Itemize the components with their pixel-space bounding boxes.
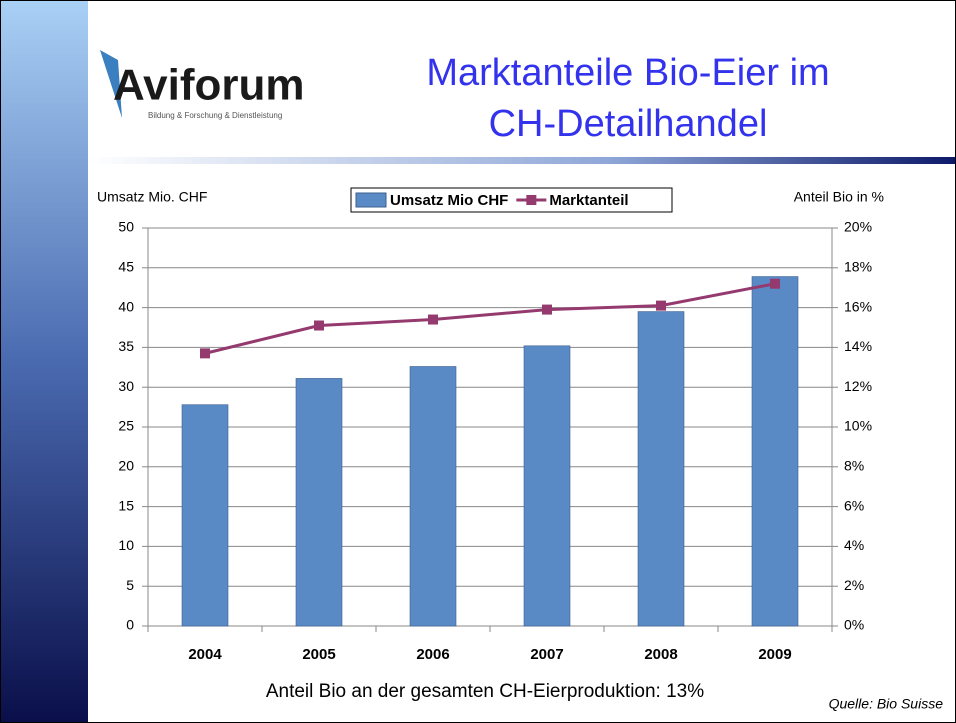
x-tick-label: 2009 xyxy=(758,646,791,663)
y2-tick-label: 0% xyxy=(844,617,864,633)
x-tick-label: 2008 xyxy=(644,646,677,663)
y-tick-label: 35 xyxy=(118,338,134,354)
footnote: Anteil Bio an der gesamten CH-Eierproduk… xyxy=(266,681,704,702)
y-tick-label: 20 xyxy=(118,458,134,474)
line xyxy=(204,282,776,355)
y2-tick-label: 12% xyxy=(844,378,872,394)
marker xyxy=(542,304,552,315)
marker xyxy=(200,348,210,359)
legend-swatch xyxy=(355,192,387,208)
bar xyxy=(295,378,343,627)
x-tick-label: 2007 xyxy=(530,646,563,663)
legend-label: Marktanteil xyxy=(549,192,628,209)
marker xyxy=(656,300,666,311)
logo-tagline: Bildung & Forschung & Dienstleistung xyxy=(148,111,282,120)
chart-title: Marktanteile Bio-Eier im xyxy=(426,52,829,94)
y2-tick-label: 8% xyxy=(844,458,864,474)
y2-tick-label: 10% xyxy=(844,418,872,434)
logo-name: Aviforum xyxy=(113,61,305,110)
legend-box xyxy=(350,187,673,213)
bar xyxy=(751,276,799,627)
chart-title: CH-Detailhandel xyxy=(489,103,768,145)
y-tick-label: 0 xyxy=(126,617,134,633)
title-rule xyxy=(88,157,955,164)
logo-mark xyxy=(100,50,122,118)
marker xyxy=(770,278,780,289)
y2-tick-label: 16% xyxy=(844,298,872,314)
legend-label: Umsatz Mio CHF xyxy=(390,192,508,209)
y2-axis-label: Anteil Bio in % xyxy=(794,189,884,205)
marker xyxy=(428,314,438,325)
y-tick-label: 25 xyxy=(118,418,134,434)
y2-tick-label: 14% xyxy=(844,338,872,354)
y2-tick-label: 18% xyxy=(844,259,872,275)
y-axis-label: Umsatz Mio. CHF xyxy=(97,189,207,205)
bar xyxy=(409,366,457,627)
y2-tick-label: 4% xyxy=(844,537,864,553)
y-tick-label: 30 xyxy=(118,378,134,394)
bar xyxy=(523,345,571,627)
x-tick-label: 2006 xyxy=(416,646,449,663)
y-tick-label: 5 xyxy=(126,577,134,593)
y-tick-label: 10 xyxy=(118,537,134,553)
side-bar xyxy=(1,1,88,722)
y-tick-label: 45 xyxy=(118,259,134,275)
legend-swatch xyxy=(526,195,537,205)
y-tick-label: 40 xyxy=(118,298,134,314)
y-tick-label: 50 xyxy=(118,219,134,235)
bar xyxy=(637,311,685,627)
y-tick-label: 15 xyxy=(118,497,134,513)
y2-tick-label: 20% xyxy=(844,219,872,235)
bar xyxy=(181,404,229,627)
marker xyxy=(314,320,324,331)
source: Quelle: Bio Suisse xyxy=(829,696,944,712)
x-tick-label: 2005 xyxy=(302,646,335,663)
x-tick-label: 2004 xyxy=(188,646,222,663)
y2-tick-label: 6% xyxy=(844,497,864,513)
y2-tick-label: 2% xyxy=(844,577,864,593)
